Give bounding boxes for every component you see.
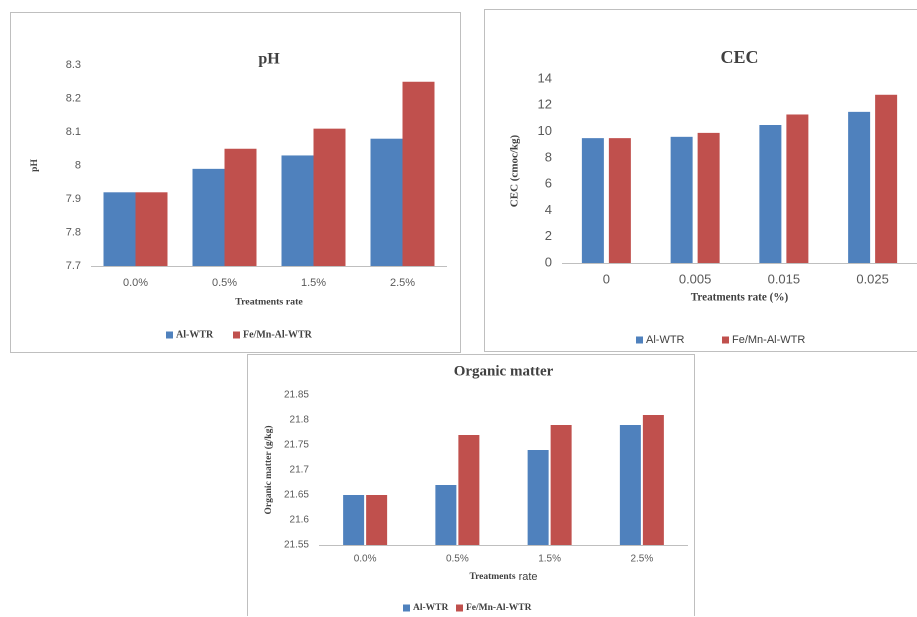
chart-title: pH xyxy=(258,51,280,68)
bar-femn-al-wtr xyxy=(224,148,257,266)
bar-femn-al-wtr xyxy=(642,415,664,545)
y-tick-label: 8.2 xyxy=(66,92,81,104)
y-tick-label: 2 xyxy=(545,228,552,243)
bar-al-wtr xyxy=(281,155,314,266)
legend-swatch-femn-al-wtr xyxy=(722,336,729,344)
y-tick-label: 21.65 xyxy=(284,490,309,501)
x-tick-label: 0.025 xyxy=(856,271,889,286)
bar-al-wtr xyxy=(848,111,871,263)
y-tick-label: 7.9 xyxy=(66,193,81,205)
x-tick-label: 1.5% xyxy=(301,277,326,289)
y-tick-label: 14 xyxy=(538,70,552,85)
chart-title: CEC xyxy=(720,47,758,67)
chart-panel-cec: CEC 14 12 10 8 6 4 2 0 0 0.005 0.015 0.025 Treatments… xyxy=(484,9,917,352)
y-tick-label: 0 xyxy=(545,254,552,269)
y-tick-label: 8.1 xyxy=(66,126,81,138)
bar-al-wtr xyxy=(581,138,604,263)
x-tick-label: 1.5% xyxy=(538,554,561,565)
y-tick-label: 8 xyxy=(545,149,552,164)
x-tick-label: 0.005 xyxy=(679,271,712,286)
y-tick-label: 8.3 xyxy=(66,59,81,71)
legend-swatch-al-wtr xyxy=(636,336,643,344)
bar-femn-al-wtr xyxy=(402,81,435,266)
y-tick-label: 21.7 xyxy=(290,465,310,476)
chart-cec-svg: CEC 14 12 10 8 6 4 2 0 0 0.005 0.015 0.025 Treatments… xyxy=(509,47,917,346)
legend-swatch-al-wtr xyxy=(403,604,410,612)
bar-femn-al-wtr xyxy=(786,114,809,263)
y-tick-label: 12 xyxy=(538,97,552,112)
x-tick-label: 2.5% xyxy=(390,277,415,289)
x-tick-label: 2.5% xyxy=(630,554,653,565)
bar-al-wtr xyxy=(670,136,693,263)
x-tick-label: 0.5% xyxy=(212,277,237,289)
legend-label-al-wtr: Al-WTR xyxy=(176,329,214,340)
x-axis-label: Treatments rate xyxy=(235,296,303,307)
y-tick-label: 21.6 xyxy=(290,515,310,526)
legend-label-femn-al-wtr: Fe/Mn-Al-WTR xyxy=(466,603,532,613)
bar-femn-al-wtr xyxy=(313,128,346,266)
bar-femn-al-wtr xyxy=(135,192,168,266)
x-tick-label: 0.0% xyxy=(123,277,148,289)
y-tick-label: 4 xyxy=(545,202,552,217)
y-tick-label: 6 xyxy=(545,176,552,191)
legend-swatch-femn-al-wtr xyxy=(456,604,463,612)
bar-al-wtr xyxy=(435,485,457,545)
bar-al-wtr xyxy=(370,138,403,266)
bar-al-wtr xyxy=(619,425,641,545)
legend-label-femn-al-wtr: Fe/Mn-Al-WTR xyxy=(243,329,313,340)
x-tick-label: 0.5% xyxy=(446,554,469,565)
legend-swatch-femn-al-wtr xyxy=(233,331,240,339)
x-axis-label: Treatments rate (%) xyxy=(691,292,789,304)
bar-femn-al-wtr xyxy=(697,132,720,263)
y-tick-label: 7.7 xyxy=(66,260,81,272)
chart-title: Organic matter xyxy=(454,363,554,379)
chart-panel-organic-matter: Organic matter 21.85 21.8 21.75 21.7 21.65 21.… xyxy=(247,354,695,616)
bar-al-wtr xyxy=(759,125,782,263)
y-tick-label: 10 xyxy=(538,123,552,138)
y-tick-label: 21.85 xyxy=(284,390,309,401)
y-tick-label: 21.75 xyxy=(284,440,309,451)
bar-femn-al-wtr xyxy=(608,138,631,263)
bar-al-wtr xyxy=(192,168,225,266)
y-axis-label: CEC (cmoc/kg) xyxy=(509,134,521,207)
bar-femn-al-wtr xyxy=(875,94,898,264)
chart-panel-ph: pH 8.3 8.2 8.1 8 7.9 7.8 7.7 0.0% 0.5% 1.5% 2.5% Tre… xyxy=(10,12,461,353)
chart-organic-matter-svg: Organic matter 21.85 21.8 21.75 21.7 21.65 21.… xyxy=(263,363,688,613)
bar-al-wtr xyxy=(103,192,136,266)
y-tick-label: 8 xyxy=(75,159,81,171)
x-tick-label: 0.015 xyxy=(768,271,801,286)
y-tick-label: 7.8 xyxy=(66,226,81,238)
y-tick-label: 21.8 xyxy=(290,415,310,426)
bar-femn-al-wtr xyxy=(550,425,572,545)
chart-ph-svg: pH 8.3 8.2 8.1 8 7.9 7.8 7.7 0.0% 0.5% 1.5% 2.5% Tre… xyxy=(30,51,447,340)
bar-femn-al-wtr xyxy=(366,495,388,545)
y-axis-label: pH xyxy=(30,159,40,172)
x-axis-label: Treatments rate xyxy=(469,571,537,583)
legend-label-femn-al-wtr: Fe/Mn-Al-WTR xyxy=(732,334,805,346)
bar-femn-al-wtr xyxy=(458,435,480,545)
bar-al-wtr xyxy=(527,450,549,545)
y-axis-label: Organic matter (g/kg) xyxy=(263,426,274,515)
bar-al-wtr xyxy=(343,495,365,545)
legend-swatch-al-wtr xyxy=(166,331,173,339)
legend-label-al-wtr: Al-WTR xyxy=(646,334,685,346)
y-tick-label: 21.55 xyxy=(284,540,309,551)
x-tick-label: 0 xyxy=(603,271,610,286)
x-tick-label: 0.0% xyxy=(354,554,377,565)
legend-label-al-wtr: Al-WTR xyxy=(413,603,449,613)
